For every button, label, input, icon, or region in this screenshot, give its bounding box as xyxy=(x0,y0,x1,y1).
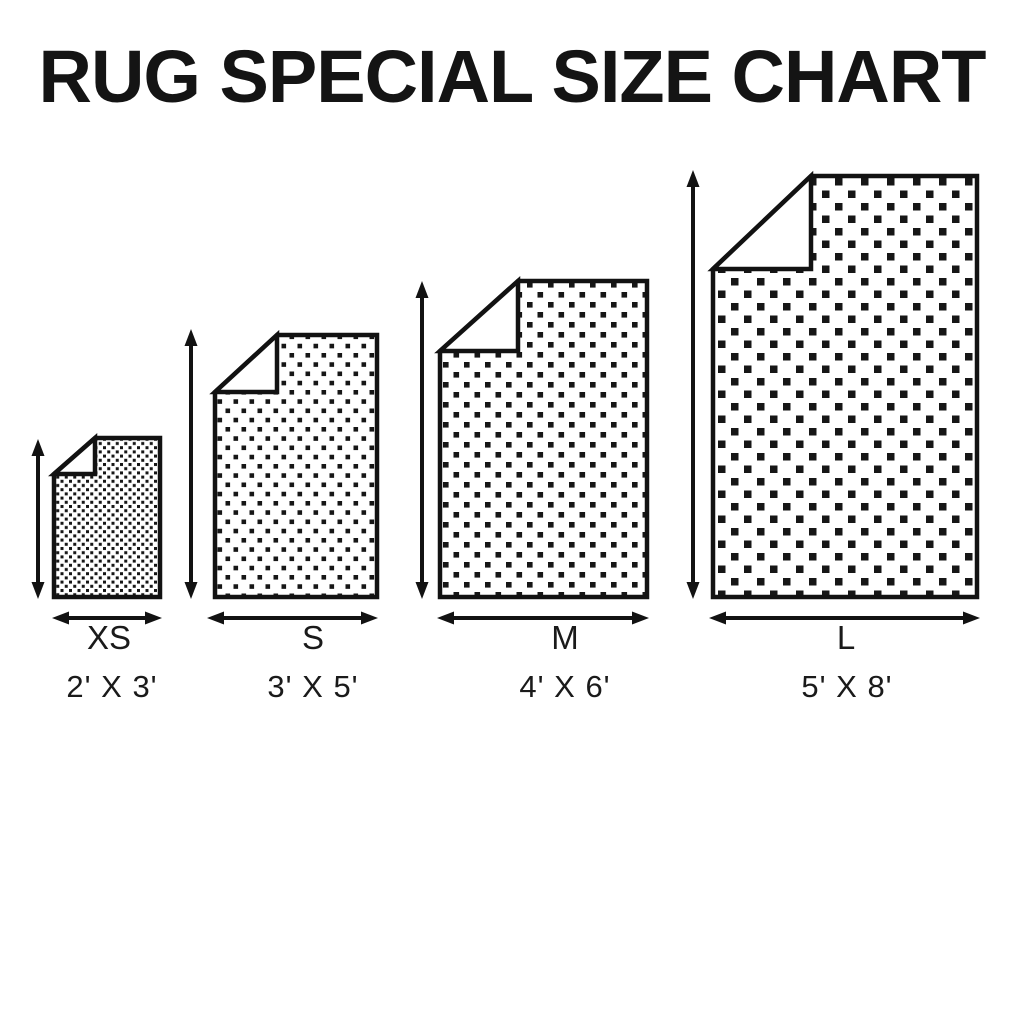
size-dimensions-xs: 2' X 3' xyxy=(66,669,158,704)
size-dimensions-l: 5' X 8' xyxy=(801,669,893,704)
size-label-l: L xyxy=(836,619,856,656)
rug-figure-s xyxy=(184,329,380,625)
size-label-m: M xyxy=(551,619,579,656)
rug-fold-corner-l xyxy=(707,170,814,272)
rug-fold-corner-xs xyxy=(48,433,98,477)
rug-figure-xs xyxy=(31,433,163,625)
rug-figure-m xyxy=(415,275,650,625)
size-label-xs: XS xyxy=(86,619,132,656)
width-arrow-xs xyxy=(52,611,162,625)
height-arrow-m xyxy=(415,281,429,599)
rug-fold-corner-m xyxy=(434,275,521,354)
size-label-s: S xyxy=(301,619,325,656)
width-arrow-s xyxy=(207,611,378,625)
height-arrow-l xyxy=(686,170,700,599)
page-title: RUG SPECIAL SIZE CHART xyxy=(38,35,987,118)
size-dimensions-s: 3' X 5' xyxy=(267,669,359,704)
rug-figure-l xyxy=(686,170,980,625)
width-arrow-l xyxy=(709,611,980,625)
size-dimensions-m: 4' X 6' xyxy=(519,669,611,704)
height-arrow-s xyxy=(184,329,198,599)
width-arrow-m xyxy=(437,611,649,625)
rug-fold-corner-s xyxy=(209,329,280,395)
height-arrow-xs xyxy=(31,439,45,599)
